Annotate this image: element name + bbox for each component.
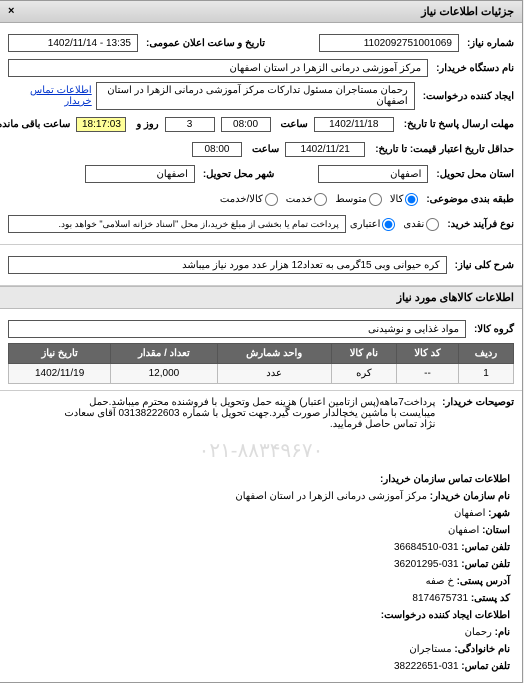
days-value: 3 <box>166 117 216 132</box>
contact-section: اطلاعات تماس سازمان خریدار: نام سازمان خ… <box>1 465 523 682</box>
cell-4: 12,000 <box>112 364 218 384</box>
c-name: رحمان <box>466 627 493 638</box>
table-row[interactable]: 1 -- کره عدد 12,000 1402/11/19 <box>10 364 515 384</box>
cell-5: 1402/11/19 <box>10 364 112 384</box>
req-no-label: شماره نیاز: <box>464 38 515 49</box>
c-province: اصفهان <box>449 525 480 536</box>
province-value: اصفهان <box>319 165 429 183</box>
city-label: شهر محل تحویل: <box>200 169 276 180</box>
cat-all-radio[interactable] <box>406 193 419 206</box>
watermark: ۰۲۱-۸۸۳۴۹۶۷۰ <box>1 436 523 465</box>
org-label: نام دستگاه خریدار: <box>433 63 515 74</box>
c-fax: 031-36201295 <box>395 559 460 570</box>
remain-label: ساعت باقی مانده <box>0 119 71 130</box>
c-name-label: نام: <box>496 627 511 638</box>
org-value: مرکز آموزشی درمانی الزهرا در استان اصفها… <box>9 59 429 77</box>
c-org-label: نام سازمان خریدار: <box>431 491 511 502</box>
col-2: نام کالا <box>332 344 397 364</box>
col-0: ردیف <box>459 344 514 364</box>
contact-header: اطلاعات تماس سازمان خریدار: <box>381 474 511 485</box>
proc-credit[interactable]: اعتباری <box>351 218 396 231</box>
goods-header: اطلاعات کالاهای مورد نیاز <box>1 286 523 309</box>
send-deadline-label: مهلت ارسال پاسخ تا تاریخ: <box>401 119 515 130</box>
c-phone-label: تلفن تماس: <box>462 542 511 553</box>
c-cphone: 031-38222651 <box>395 661 460 672</box>
col-5: تاریخ نیاز <box>10 344 112 364</box>
time-label-1: ساعت <box>278 119 309 130</box>
pub-time-value: 13:35 - 1402/11/14 <box>9 34 139 52</box>
col-3: واحد شمارش <box>218 344 332 364</box>
cat-label: طبقه بندی موضوعی: <box>423 194 515 205</box>
c-cphone-label: تلفن تماس: <box>462 661 511 672</box>
c-org: مرکز آموزشی درمانی الزهرا در استان اصفها… <box>236 491 428 502</box>
process-note: پرداخت تمام یا بخشی از مبلغ خرید،از محل … <box>9 215 347 233</box>
c-province-label: استان: <box>483 525 511 536</box>
close-icon[interactable]: × <box>9 5 15 17</box>
goods-section: گروه کالا: مواد غذایی و نوشیدنی ردیف کد … <box>1 309 523 391</box>
cat-goods[interactable]: کالا/خدمت <box>221 193 279 206</box>
c-pobox: خ صفه <box>427 576 455 587</box>
proc-cash[interactable]: نقدی <box>404 218 440 231</box>
notes-text: پرداخت7ماهه(پس ازتامین اعتبار) هزینه حمل… <box>56 397 436 430</box>
remain-time: 18:17:03 <box>77 117 127 132</box>
c-postal-label: کد پستی: <box>472 593 511 604</box>
desc-section: شرح کلی نیاز: کره حیوانی وبی 15گرمی به ت… <box>1 245 523 286</box>
cell-0: 1 <box>459 364 514 384</box>
province-label: استان محل تحویل: <box>433 169 515 180</box>
col-1: کد کالا <box>398 344 460 364</box>
buyer-notes: توصیحات خریدار: پرداخت7ماهه(پس ازتامین ا… <box>1 391 523 436</box>
send-date: 1402/11/18 <box>315 117 395 132</box>
creator-value: رحمان مستاجران مسئول تدارکات مرکز آموزشی… <box>97 82 416 110</box>
desc-value: کره حیوانی وبی 15گرمی به تعداد12 هزار عد… <box>9 256 448 274</box>
cat-both[interactable]: متوسط <box>336 193 382 206</box>
price-date: 1402/11/21 <box>286 142 366 157</box>
col-4: تعداد / مقدار <box>112 344 218 364</box>
process-label: نوع فرآیند خرید: <box>444 219 515 230</box>
group-label: گروه کالا: <box>471 324 515 335</box>
proc-credit-radio[interactable] <box>383 218 396 231</box>
days-label: روز و <box>133 119 159 130</box>
creator-label: ایجاد کننده درخواست: <box>420 91 515 102</box>
c-family: مستاجران <box>410 644 452 655</box>
panel-title: جزئیات اطلاعات نیاز <box>422 6 515 18</box>
c-family-label: نام خانوادگی: <box>455 644 511 655</box>
c-phone: 031-36684510 <box>395 542 460 553</box>
price-valid-label: حداقل تاریخ اعتبار قیمت: تا تاریخ: <box>372 144 515 155</box>
group-value: مواد غذایی و نوشیدنی <box>9 320 467 338</box>
req-no-value: 1102092751001069 <box>320 34 460 52</box>
time-label-2: ساعت <box>249 144 280 155</box>
goods-table: ردیف کد کالا نام کالا واحد شمارش تعداد /… <box>9 343 515 384</box>
desc-label: شرح کلی نیاز: <box>452 260 515 271</box>
process-radios: نقدی اعتباری <box>351 218 440 231</box>
cat-all[interactable]: کالا <box>391 193 420 206</box>
cat-service[interactable]: خدمت <box>287 193 329 206</box>
cat-service-radio[interactable] <box>315 193 328 206</box>
c-city: اصفهان <box>455 508 486 519</box>
cat-goods-radio[interactable] <box>266 193 279 206</box>
c-city-label: شهر: <box>489 508 511 519</box>
category-radios: کالا متوسط خدمت کالا/خدمت <box>221 193 419 206</box>
price-time: 08:00 <box>193 142 243 157</box>
cat-both-radio[interactable] <box>370 193 383 206</box>
contact-link[interactable]: اطلاعات تماس خریدار <box>9 85 93 107</box>
form-section: شماره نیاز: 1102092751001069 تاریخ و ساع… <box>1 23 523 245</box>
c-postal: 8174675731 <box>413 593 469 604</box>
cell-2: کره <box>332 364 397 384</box>
goods-table-header-row: ردیف کد کالا نام کالا واحد شمارش تعداد /… <box>10 344 515 364</box>
panel-header: جزئیات اطلاعات نیاز × <box>1 1 523 23</box>
details-panel: جزئیات اطلاعات نیاز × شماره نیاز: 110209… <box>0 0 524 683</box>
req-creator-header: اطلاعات ایجاد کننده درخواست: <box>382 610 511 621</box>
c-pobox-label: آدرس پستی: <box>458 576 511 587</box>
city-value: اصفهان <box>86 165 196 183</box>
cell-1: -- <box>398 364 460 384</box>
c-fax-label: تلفن تماس: <box>462 559 511 570</box>
cell-3: عدد <box>218 364 332 384</box>
notes-label: توصیحات خریدار: <box>439 397 515 408</box>
proc-cash-radio[interactable] <box>427 218 440 231</box>
send-time: 08:00 <box>222 117 272 132</box>
pub-time-label: تاریخ و ساعت اعلان عمومی: <box>143 38 266 49</box>
